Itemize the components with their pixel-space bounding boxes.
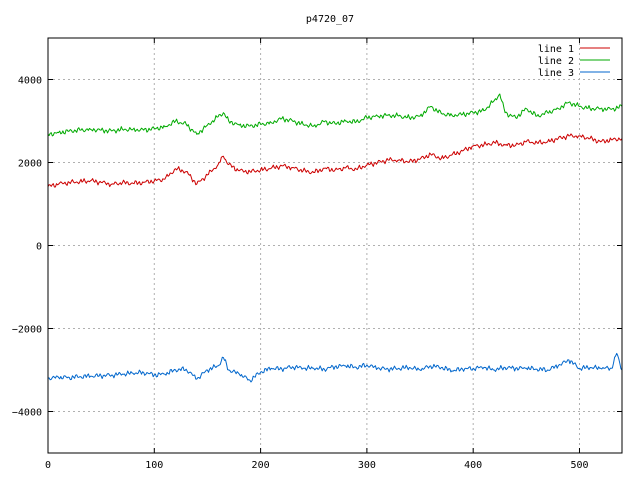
y-tick-label: 0	[36, 242, 42, 253]
x-tick-label: 100	[145, 460, 163, 471]
y-tick-label: −4000	[12, 408, 42, 419]
legend-label-3: line 3	[538, 68, 574, 79]
x-tick-label: 300	[358, 460, 376, 471]
series-lines	[47, 93, 623, 383]
series-line-1	[47, 133, 623, 188]
grid-lines	[47, 38, 622, 453]
y-tick-label: 2000	[18, 159, 42, 170]
series-line-3	[47, 352, 623, 383]
x-tick-label: 0	[45, 460, 51, 471]
legend-label-2: line 2	[538, 56, 574, 67]
x-tick-label: 200	[252, 460, 270, 471]
y-tick-label: −2000	[12, 325, 42, 336]
y-tick-label: 4000	[18, 76, 42, 87]
chart-title: p4720_07	[306, 14, 354, 25]
legend-label-1: line 1	[538, 44, 574, 55]
x-tick-label: 500	[570, 460, 588, 471]
series-line-2	[47, 93, 623, 137]
x-tick-label: 400	[464, 460, 482, 471]
axis-ticks: 0 100 200 300 400 500 −4000 −2000 0 2000 4000	[12, 38, 622, 471]
